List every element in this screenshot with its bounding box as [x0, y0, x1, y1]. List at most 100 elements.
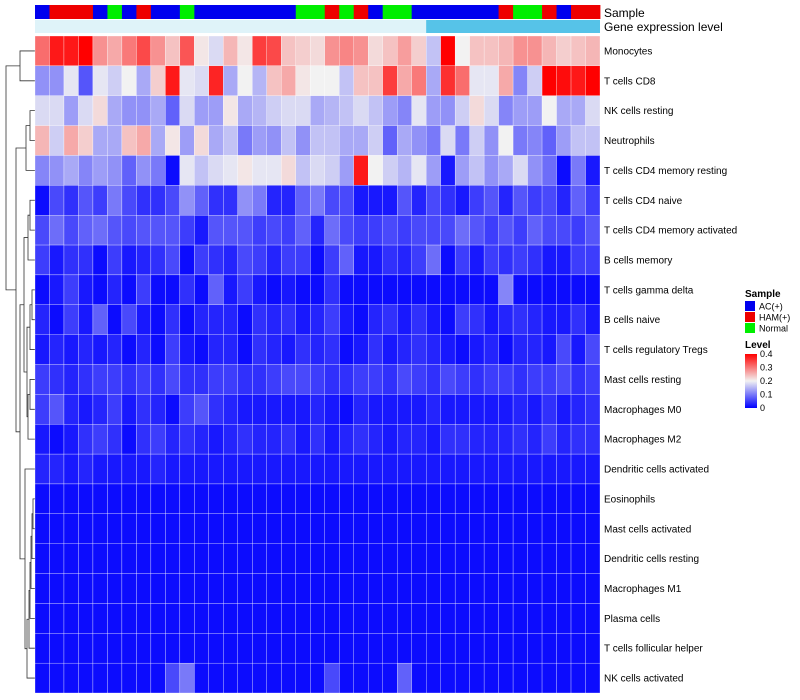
heatmap-cell	[92, 424, 108, 455]
heatmap-cell	[92, 662, 108, 694]
heatmap-cell	[92, 394, 108, 425]
heatmap-cell	[107, 65, 123, 96]
heatmap-cell	[310, 543, 325, 574]
heatmap-cell	[78, 185, 94, 216]
heatmap-cell	[107, 155, 123, 186]
heatmap-cell	[397, 483, 412, 514]
sample-legend: Sample AC(+)HAM(+)Normal	[745, 289, 790, 334]
heatmap-cell	[397, 244, 412, 276]
heatmap-cell	[556, 244, 572, 276]
heatmap-cell	[556, 155, 572, 186]
heatmap-cell	[281, 633, 296, 664]
heatmap-cell	[194, 662, 209, 694]
heatmap-cell	[527, 513, 543, 544]
heatmap-cell	[527, 155, 543, 186]
heatmap-cell	[208, 483, 224, 514]
heatmap-cell	[368, 394, 383, 425]
heatmap-cell	[136, 573, 152, 604]
heatmap-cell	[63, 364, 79, 395]
heatmap-cell	[165, 394, 181, 425]
heatmap-cell	[34, 35, 50, 67]
heatmap-cell	[469, 185, 485, 216]
heatmap-cell	[556, 543, 572, 574]
heatmap-cell	[34, 394, 50, 425]
heatmap-cell	[310, 155, 325, 186]
heatmap-cell	[252, 304, 267, 335]
heatmap-cell	[78, 364, 94, 395]
heatmap-cell	[585, 125, 601, 156]
sample-cell	[107, 5, 123, 19]
row-label: T cells regulatory Tregs	[604, 345, 708, 356]
heatmap-cell	[165, 304, 181, 335]
heatmap-cell	[556, 513, 572, 544]
heatmap-cell	[49, 125, 65, 156]
heatmap-cell	[34, 155, 50, 186]
row-label: Macrophages M0	[604, 405, 682, 416]
heatmap-cell	[208, 424, 224, 455]
heatmap-cell	[411, 424, 427, 455]
heatmap-cell	[324, 543, 340, 574]
heatmap-cell	[382, 603, 398, 634]
heatmap-cell	[382, 155, 398, 186]
sample-cell	[92, 5, 108, 19]
sample-legend-label: AC(+)	[759, 302, 783, 312]
level-legend-tick: 0	[760, 403, 765, 413]
heatmap-cell	[339, 215, 354, 246]
heatmap-cell	[136, 483, 152, 514]
heatmap-cell	[483, 424, 499, 455]
heatmap-cell	[440, 125, 456, 156]
row-label: T cells CD4 memory activated	[604, 226, 737, 237]
heatmap-cell	[397, 65, 412, 96]
heatmap-cell	[252, 125, 267, 156]
heatmap-cell	[426, 573, 441, 604]
heatmap-cell	[310, 633, 325, 664]
heatmap-cell	[454, 244, 470, 276]
heatmap-cell	[382, 483, 398, 514]
heatmap-cell	[237, 513, 253, 544]
heatmap-cell	[440, 215, 456, 246]
heatmap-cell	[223, 304, 238, 335]
heatmap-cell	[426, 215, 441, 246]
dendrogram-branch	[26, 326, 30, 418]
heatmap-cell	[570, 453, 586, 485]
heatmap-cell	[397, 453, 412, 485]
heatmap-cell	[266, 662, 282, 694]
heatmap-cell	[121, 95, 137, 126]
heatmap-cell	[469, 543, 485, 574]
heatmap-cell	[223, 543, 238, 574]
heatmap-cell	[541, 244, 557, 276]
heatmap-cell	[150, 394, 166, 425]
heatmap-cell	[136, 65, 152, 96]
heatmap-cell	[194, 95, 209, 126]
heatmap-cell	[368, 125, 383, 156]
heatmap-cell	[527, 364, 543, 395]
heatmap-cell	[92, 513, 108, 544]
sample-cell	[78, 5, 94, 19]
heatmap-cell	[411, 633, 427, 664]
heatmap-cell	[208, 35, 224, 67]
sample-cell	[281, 5, 297, 19]
heatmap-cell	[281, 244, 296, 276]
heatmap-cell	[107, 543, 123, 574]
heatmap-cell	[353, 215, 369, 246]
heatmap-cell	[426, 394, 441, 425]
heatmap-cell	[382, 573, 398, 604]
heatmap-cell	[585, 244, 601, 276]
heatmap-cell	[527, 573, 543, 604]
heatmap-cell	[339, 155, 354, 186]
heatmap-cell	[223, 65, 238, 96]
sample-cell	[353, 5, 369, 19]
dendrogram-branch	[5, 65, 20, 291]
heatmap-cell	[121, 35, 137, 67]
heatmap-cell	[237, 543, 253, 574]
heatmap-cell	[483, 125, 499, 156]
heatmap-cell	[368, 155, 383, 186]
heatmap-cell	[426, 543, 441, 574]
heatmap-cell	[339, 513, 354, 544]
heatmap-cell	[165, 573, 181, 604]
dendrogram-branch	[29, 110, 35, 141]
heatmap-cell	[512, 215, 528, 246]
heatmap-cell	[179, 334, 195, 365]
heatmap-cell	[150, 543, 166, 574]
heatmap-cell	[454, 483, 470, 514]
